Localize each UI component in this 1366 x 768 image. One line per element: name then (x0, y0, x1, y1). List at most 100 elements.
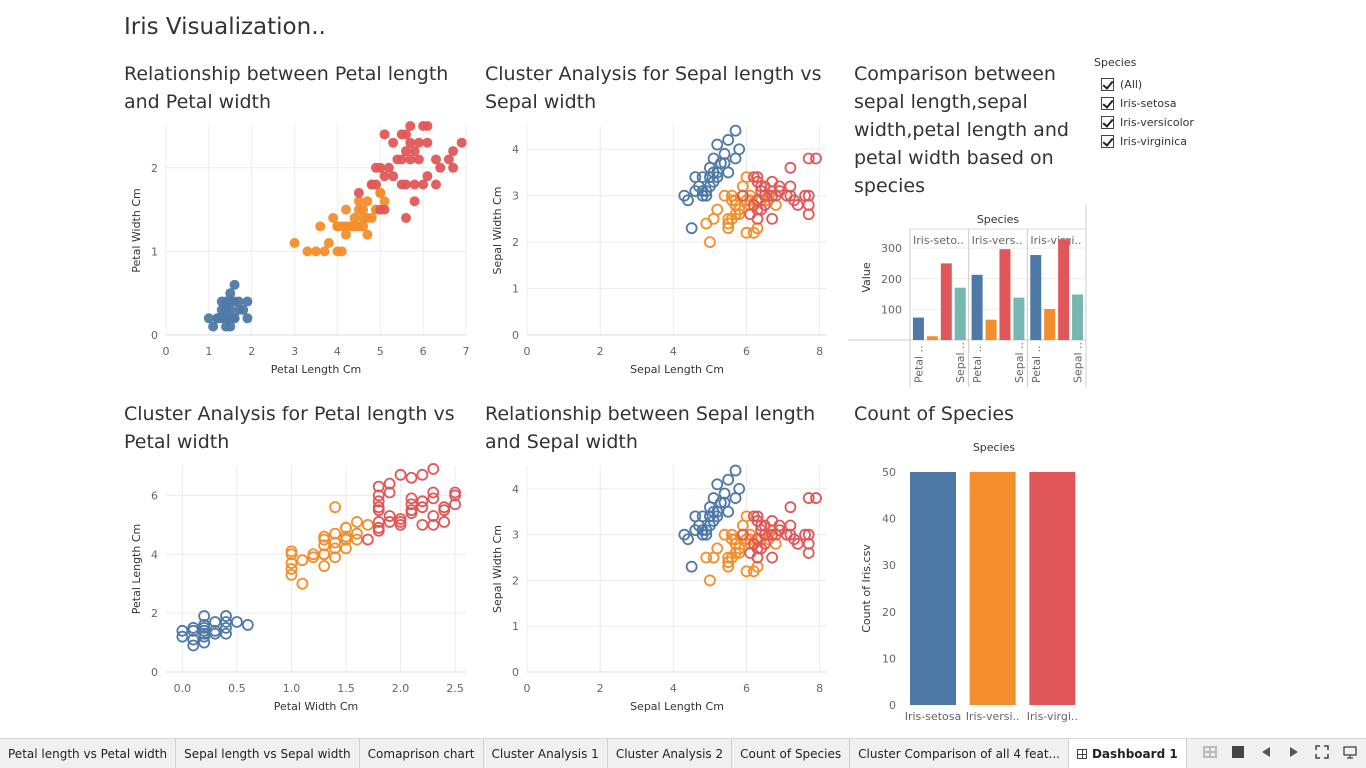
filter-setosa[interactable]: Iris-setosa (1094, 94, 1194, 113)
bar-Iris-versicolor (971, 274, 983, 340)
present-icon[interactable] (1342, 744, 1358, 760)
data-point-setosa (689, 510, 702, 523)
tab-count-of-species[interactable]: Count of Species (732, 739, 851, 768)
sepal-cluster-chart[interactable]: 0 2 4 6 8 0 1 2 3 4 Sepal Length Cm Sepal Width Cm (485, 120, 835, 385)
petal-cluster-title: Cluster Analysis for Petal length vs Pet… (124, 403, 455, 453)
data-point-virginica (758, 199, 771, 211)
data-point-virginica (394, 518, 407, 531)
filter-virginica[interactable]: Iris-virginica (1094, 132, 1194, 151)
fill-icon[interactable] (1230, 744, 1246, 760)
data-point-setosa (203, 313, 214, 324)
data-point-virginica (802, 528, 815, 541)
petal-relationship-chart[interactable]: 0 1 2 3 4 5 6 7 0 1 2 Petal Length Cm Petal Width Cm (124, 120, 474, 385)
data-point-virginica (372, 480, 385, 493)
data-point-virginica (427, 492, 440, 505)
x-tick-label: Sepal .. (1013, 342, 1026, 383)
data-point-versicolor (285, 557, 298, 570)
data-point-versicolor (318, 560, 331, 572)
data-point-virginica (751, 510, 764, 523)
petal-cluster-chart[interactable]: 0.0 0.5 1.0 1.5 2.0 2.5 0 2 4 6 Petal Width Cm Peta… (124, 460, 474, 722)
data-point-virginica (416, 495, 429, 508)
x-axis-title: Sepal Length Cm (630, 363, 724, 376)
data-point-virginica (361, 533, 374, 546)
data-point-versicolor (700, 217, 713, 230)
data-point-virginica (784, 501, 797, 514)
data-point-setosa (696, 510, 709, 523)
x-tick-label: Iris-setosa (905, 710, 962, 723)
x-tick-label: 0.5 (228, 682, 246, 695)
dashboard-icon (1076, 748, 1087, 759)
panel-header: Iris-vers.. (972, 234, 1023, 247)
checkbox-checked-icon[interactable] (1101, 116, 1114, 129)
data-point-virginica (422, 171, 433, 182)
data-point-setosa (707, 175, 720, 188)
data-point-versicolor (704, 236, 716, 249)
data-point-virginica (751, 212, 764, 225)
data-point-setosa (198, 636, 211, 649)
data-point-virginica (416, 501, 429, 514)
sepal-relationship-chart[interactable]: 0 2 4 6 8 0 1 2 3 4 Sepal Length Cm Sepal Width Cm (485, 460, 835, 722)
prev-sheet-icon[interactable] (1258, 744, 1274, 760)
count-chart[interactable]: Species Count of Iris.csv 0 10 20 30 40 50 Iris-… (848, 436, 1088, 726)
checkbox-checked-icon[interactable] (1101, 97, 1114, 110)
x-tick-label: 2.5 (446, 682, 464, 695)
y-tick-label: 300 (881, 242, 902, 255)
comparison-chart[interactable]: Species Value 100 200 300 Iris-seto.. Petal ..… (848, 205, 1088, 387)
data-point-versicolor (729, 199, 742, 211)
y-axis-title: Petal Width Cm (130, 188, 143, 272)
data-point-versicolor (341, 229, 351, 240)
data-point-virginica (401, 212, 411, 223)
bar-Iris-versicolor (999, 249, 1011, 340)
data-point-setosa (707, 152, 720, 165)
x-tick-label: 1 (205, 345, 212, 358)
data-point-versicolor (740, 171, 753, 183)
tab-cluster-analysis-1[interactable]: Cluster Analysis 1 (484, 739, 608, 768)
bar-Iris-setosa (954, 287, 966, 340)
data-point-virginica (431, 154, 441, 165)
tab-sepal-length-vs-width[interactable]: Sepal length vs Sepal width (176, 739, 360, 768)
data-point-virginica (802, 152, 815, 165)
data-point-virginica (379, 129, 390, 140)
y-tick-label: 2 (512, 236, 519, 249)
next-sheet-icon[interactable] (1286, 744, 1302, 760)
y-tick-label: 200 (881, 273, 902, 286)
tab-cluster-analysis-2[interactable]: Cluster Analysis 2 (608, 739, 733, 768)
data-point-virginica (383, 516, 396, 528)
tab-petal-length-vs-width[interactable]: Petal length vs Petal width (0, 739, 177, 768)
data-point-virginica (766, 515, 779, 527)
checkbox-checked-icon[interactable] (1101, 78, 1114, 91)
data-point-virginica (766, 175, 779, 188)
fullscreen-icon[interactable] (1314, 744, 1330, 760)
data-point-virginica (405, 492, 418, 505)
comparison-title: Comparison between sepal length,sepal wi… (854, 63, 1069, 197)
data-point-versicolor (285, 545, 298, 558)
data-point-virginica (766, 551, 779, 564)
data-point-virginica (766, 212, 779, 225)
data-point-virginica (456, 137, 467, 148)
data-point-setosa (220, 616, 232, 628)
tab-dashboard-1[interactable]: Dashboard 1 (1068, 739, 1187, 768)
filter-all[interactable]: (All) (1094, 75, 1194, 94)
x-tick-label: Iris-versi.. (966, 710, 1020, 723)
data-point-versicolor (722, 556, 735, 569)
data-point-versicolor (358, 212, 369, 223)
data-point-virginica (392, 154, 403, 165)
tab-cluster-comparison[interactable]: Cluster Comparison of all 4 feat... (850, 739, 1069, 768)
grid-view-icon[interactable] (1202, 744, 1218, 760)
filter-versicolor[interactable]: Iris-versicolor (1094, 113, 1194, 132)
y-tick-label: 2 (151, 607, 158, 620)
tab-comparison-chart[interactable]: Comaprison chart (360, 739, 484, 768)
data-point-virginica (751, 551, 764, 564)
bar-Iris-setosa (910, 472, 956, 705)
data-point-virginica (802, 492, 815, 504)
data-point-versicolor (318, 548, 331, 561)
x-tick-label: 5 (377, 345, 384, 358)
data-point-setosa (231, 616, 243, 628)
data-point-virginica (448, 146, 459, 157)
x-tick-label: Petal .. (912, 345, 925, 383)
data-point-versicolor (351, 533, 363, 546)
checkbox-checked-icon[interactable] (1101, 135, 1114, 148)
data-point-versicolor (722, 217, 735, 230)
y-tick-label: 40 (882, 513, 896, 526)
data-point-versicolor (722, 212, 735, 225)
